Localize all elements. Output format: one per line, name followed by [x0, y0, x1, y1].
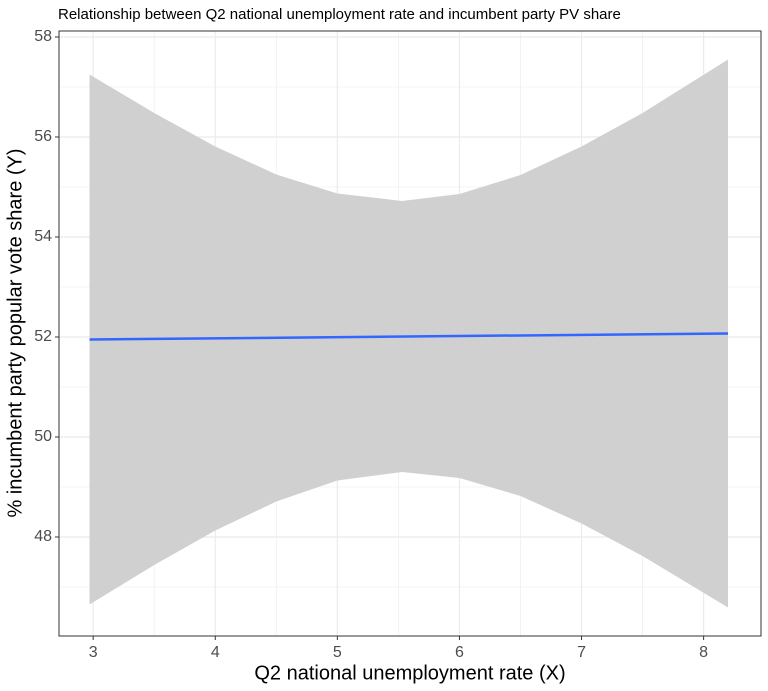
y-tick-label: 52 — [34, 328, 52, 345]
x-tick-label: 3 — [89, 644, 98, 661]
x-tick-label: 4 — [211, 644, 220, 661]
chart-title: Relationship between Q2 national unemplo… — [58, 6, 621, 23]
y-axis-label: % incumbent party popular vote share (Y) — [4, 148, 26, 517]
x-tick-label: 6 — [455, 644, 464, 661]
fit-line — [89, 332, 729, 341]
y-tick-label: 50 — [34, 428, 52, 445]
x-axis-label: Q2 national unemployment rate (X) — [254, 662, 565, 684]
y-tick-label: 56 — [34, 128, 52, 145]
x-tick-label: 8 — [699, 644, 708, 661]
confidence-band — [89, 59, 729, 608]
x-tick-label: 5 — [333, 644, 342, 661]
x-tick-label: 7 — [577, 644, 586, 661]
y-tick-label: 54 — [34, 228, 52, 245]
y-tick-label: 48 — [34, 528, 52, 545]
plot-border — [58, 30, 762, 637]
y-tick-label: 58 — [34, 28, 52, 45]
